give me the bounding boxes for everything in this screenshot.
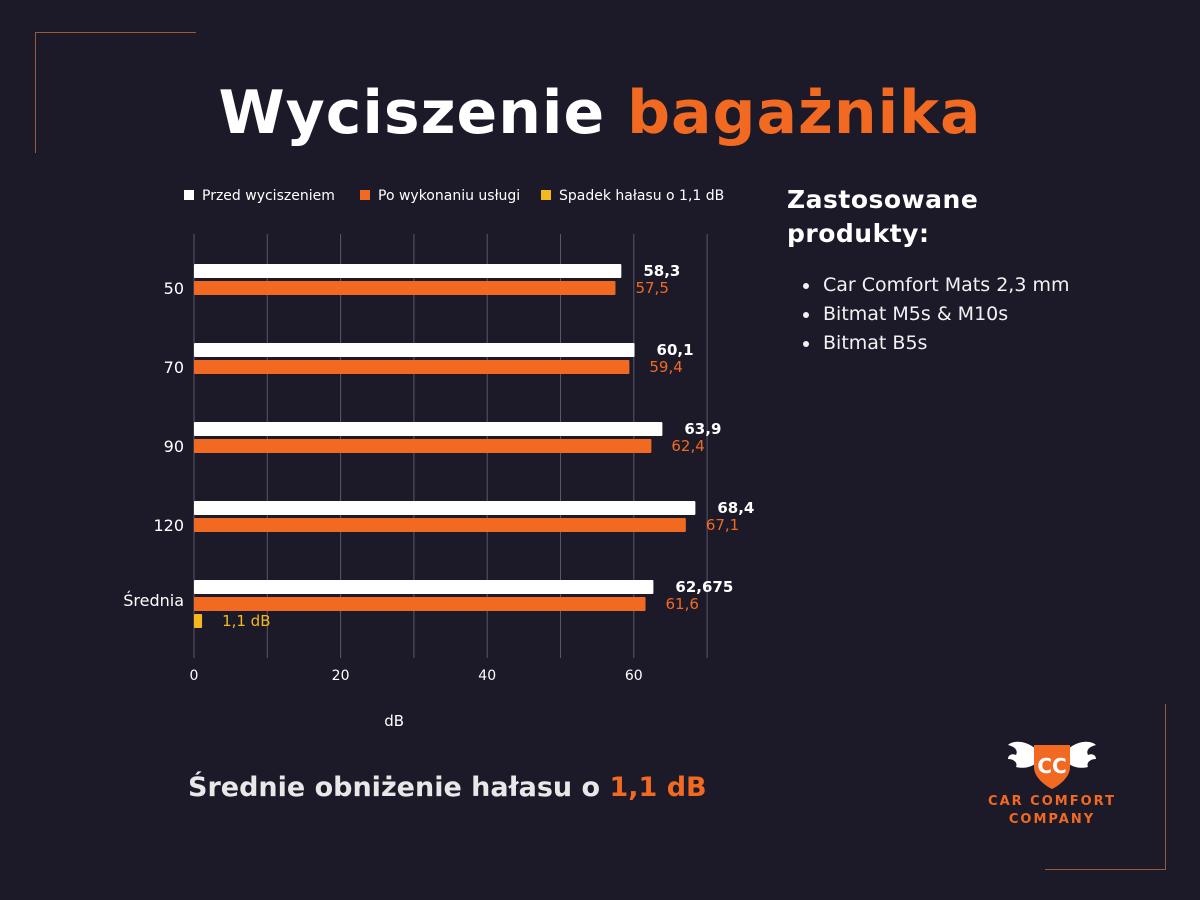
- bar: [194, 360, 630, 374]
- legend-label: Przed wyciszeniem: [202, 188, 335, 204]
- data-label: 62,675: [675, 578, 733, 596]
- data-label: 58,3: [643, 262, 680, 280]
- page-title: Wyciszenie bagażnika: [0, 78, 1200, 148]
- bar: [194, 422, 663, 436]
- legend-label: Po wykonaniu usługi: [378, 188, 520, 204]
- bar: [194, 597, 646, 611]
- bar: [194, 518, 686, 532]
- data-label: 59,4: [649, 358, 682, 376]
- company-logo: CC CAR COMFORT COMPANY: [972, 735, 1132, 835]
- legend-swatch: [360, 190, 370, 200]
- x-tick-label: 60: [625, 668, 643, 684]
- data-label: 62,4: [671, 437, 704, 455]
- bar: [194, 580, 654, 594]
- legend-swatch: [184, 190, 194, 200]
- title-part-1: Wyciszenie: [218, 78, 606, 148]
- product-item: Bitmat B5s: [787, 329, 1167, 358]
- category-label: 120: [153, 516, 184, 535]
- data-label: 61,6: [666, 595, 699, 613]
- data-label: 63,9: [684, 420, 721, 438]
- category-label: Średnia: [123, 591, 184, 610]
- chart-svg: Przed wyciszeniem Po wykonaniu usługi Spad…: [123, 188, 754, 730]
- data-label: 68,4: [717, 499, 754, 517]
- summary-label: Średnie obniżenie hałasu o: [188, 772, 601, 803]
- bar: [194, 614, 203, 628]
- category-label: 90: [164, 437, 184, 456]
- bar: [194, 439, 652, 453]
- bar: [194, 281, 616, 295]
- decorative-corner-top-left: [35, 32, 196, 153]
- bar: [194, 501, 696, 515]
- x-axis-label: dB: [384, 712, 404, 730]
- products-heading: Zastosowane produkty:: [787, 183, 1167, 251]
- data-label: 1,1 dB: [222, 612, 270, 630]
- legend-swatch: [541, 190, 551, 200]
- data-label: 67,1: [706, 516, 739, 534]
- data-label: 57,5: [635, 279, 668, 297]
- x-tick-label: 20: [332, 668, 350, 684]
- logo-line-2: COMPANY: [1008, 812, 1096, 827]
- product-item: Bitmat M5s & M10s: [787, 300, 1167, 329]
- products-panel: Zastosowane produkty: Car Comfort Mats 2…: [787, 183, 1167, 358]
- data-label: 60,1: [657, 341, 694, 359]
- product-item: Car Comfort Mats 2,3 mm: [787, 271, 1167, 300]
- decorative-corner-bottom-right: [1045, 704, 1166, 870]
- products-list: Car Comfort Mats 2,3 mm Bitmat M5s & M10…: [787, 271, 1167, 358]
- products-heading-line-1: Zastosowane: [787, 185, 979, 214]
- category-label: 70: [164, 358, 184, 377]
- bar-chart: Przed wyciszeniem Po wykonaniu usługi Spad…: [100, 178, 780, 738]
- legend-label: Spadek hałasu o 1,1 dB: [559, 188, 724, 204]
- bar: [194, 264, 622, 278]
- summary-text: Średnie obniżenie hałasu o 1,1 dB: [188, 772, 707, 803]
- products-heading-line-2: produkty:: [787, 219, 930, 248]
- title-part-2: bagażnika: [627, 78, 982, 148]
- bar: [194, 343, 635, 357]
- x-tick-label: 0: [190, 668, 199, 684]
- x-tick-label: 40: [478, 668, 496, 684]
- summary-highlight: 1,1 dB: [609, 772, 707, 803]
- logo-emblem-icon: CC: [1008, 741, 1096, 789]
- logo-monogram: CC: [1037, 754, 1066, 778]
- logo-line-1: CAR COMFORT: [988, 794, 1116, 809]
- category-label: 50: [164, 279, 184, 298]
